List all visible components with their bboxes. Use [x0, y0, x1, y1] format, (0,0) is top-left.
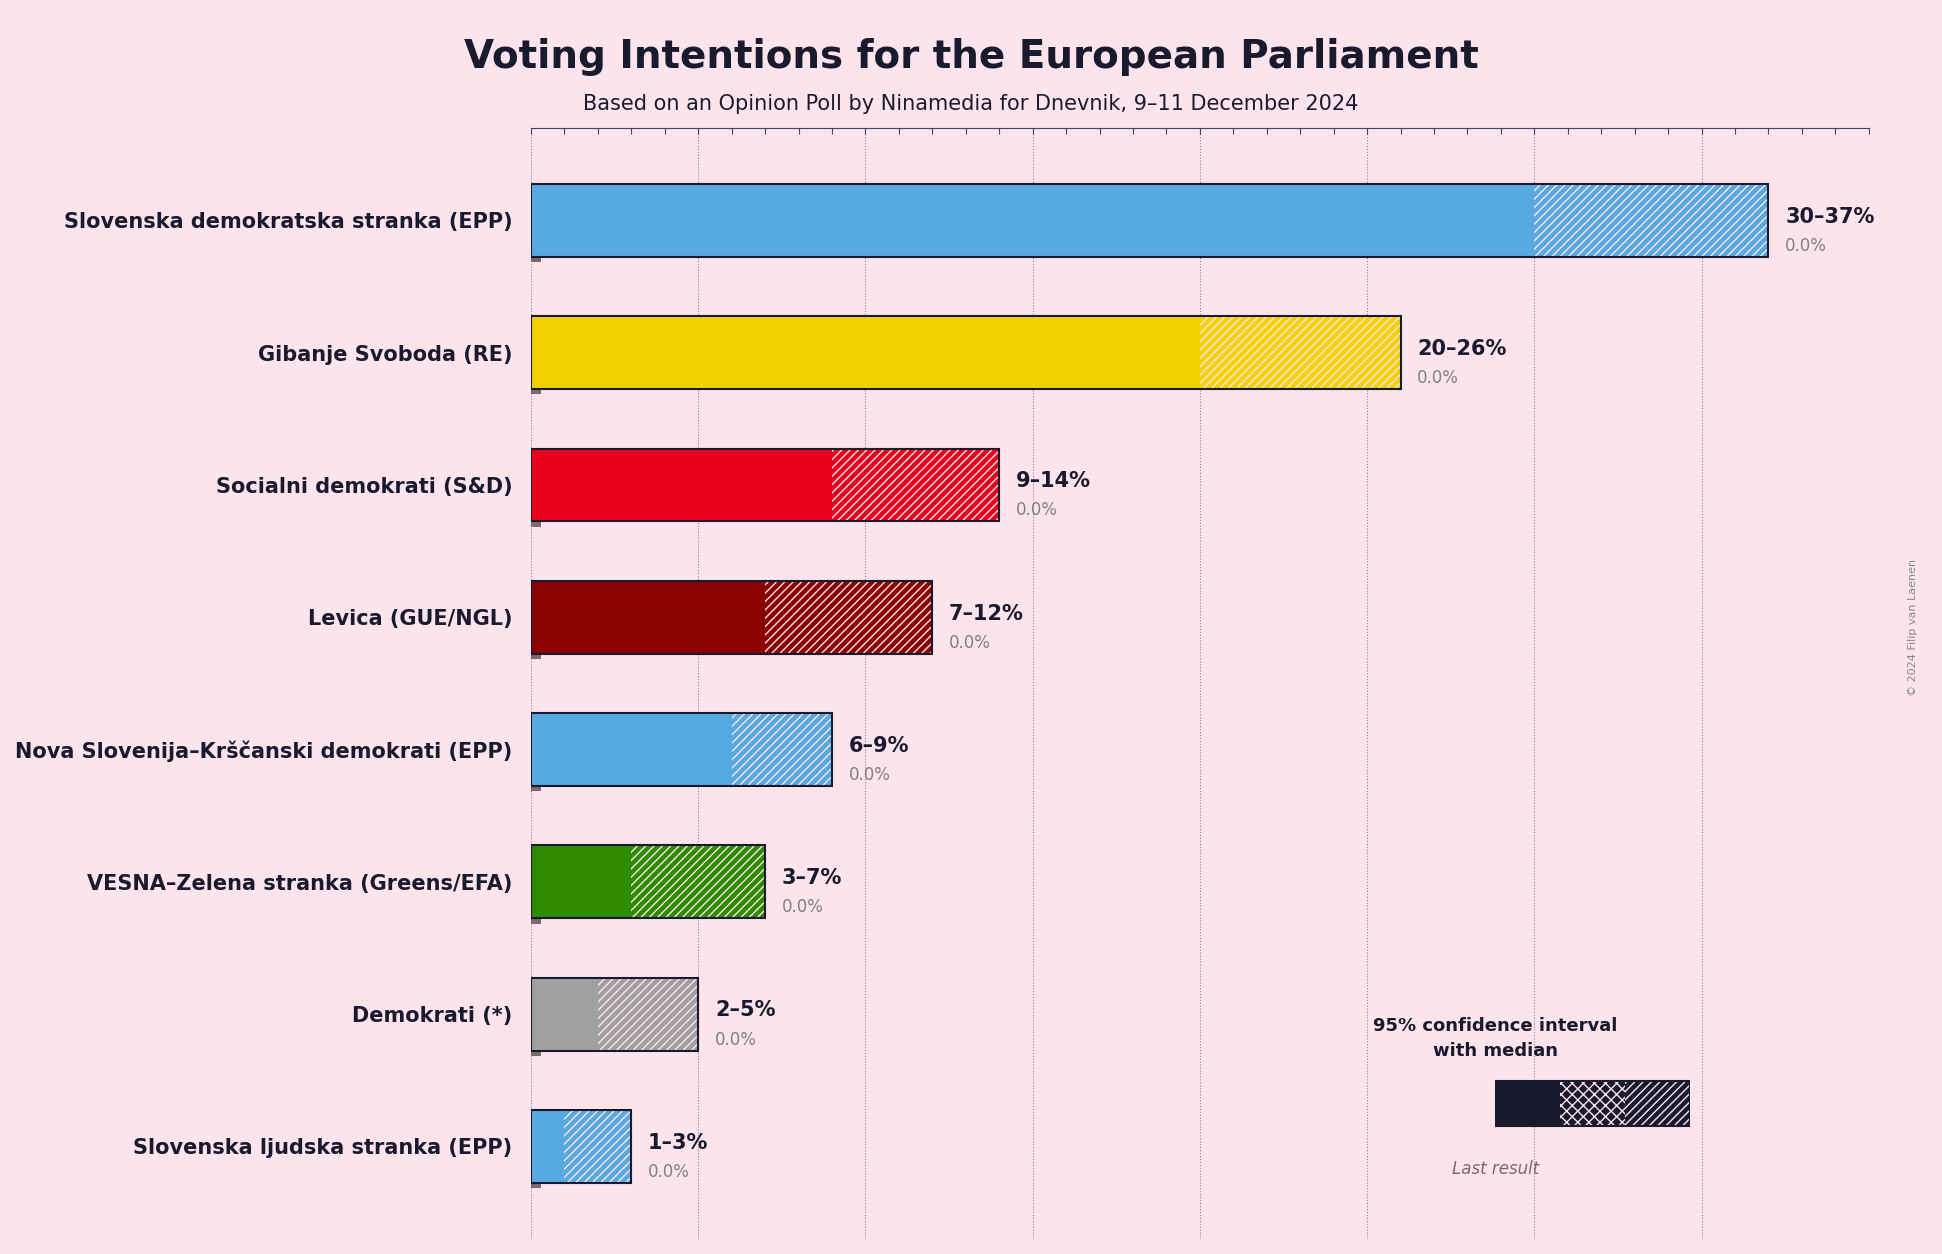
Bar [530, 257, 542, 262]
Bar [530, 522, 542, 527]
Bar [530, 449, 1000, 522]
Bar [530, 581, 932, 653]
Bar [1559, 1081, 1625, 1126]
Bar [530, 1110, 631, 1183]
Text: 1–3%: 1–3% [649, 1132, 709, 1152]
Bar [598, 978, 699, 1051]
Bar [530, 184, 1534, 257]
Bar [1495, 1081, 1559, 1126]
Text: 2–5%: 2–5% [715, 1001, 775, 1021]
Bar [530, 449, 831, 522]
Bar [565, 1110, 631, 1183]
Text: Based on an Opinion Poll by Ninamedia for Dnevnik, 9–11 December 2024: Based on an Opinion Poll by Ninamedia fo… [583, 94, 1359, 114]
Text: 0.0%: 0.0% [1785, 237, 1827, 255]
Bar [1625, 1081, 1690, 1126]
Bar [1534, 184, 1769, 257]
Text: 3–7%: 3–7% [783, 868, 843, 888]
Text: 0.0%: 0.0% [950, 633, 990, 652]
Text: 0.0%: 0.0% [1418, 369, 1458, 387]
Text: © 2024 Filip van Laenen: © 2024 Filip van Laenen [1907, 558, 1919, 696]
Text: 95% confidence interval: 95% confidence interval [1373, 1017, 1618, 1035]
Bar [530, 978, 699, 1051]
Bar [530, 786, 542, 791]
Text: 0.0%: 0.0% [849, 766, 891, 784]
Bar [530, 653, 542, 658]
Text: 0.0%: 0.0% [715, 1031, 757, 1048]
Text: Voting Intentions for the European Parliament: Voting Intentions for the European Parli… [464, 38, 1478, 75]
Bar [530, 845, 765, 918]
Text: 0.0%: 0.0% [1016, 502, 1058, 519]
Text: Last result: Last result [1453, 1160, 1538, 1178]
Bar [530, 1051, 542, 1056]
Text: 0.0%: 0.0% [649, 1162, 689, 1181]
Bar [1495, 1081, 1690, 1126]
Bar [530, 1110, 565, 1183]
Bar [530, 845, 631, 918]
Text: 20–26%: 20–26% [1418, 339, 1507, 359]
Bar [530, 581, 765, 653]
Bar [765, 581, 932, 653]
Bar [530, 316, 1200, 389]
Bar [530, 714, 831, 786]
Bar [530, 389, 542, 395]
Text: with median: with median [1433, 1042, 1557, 1060]
Bar [530, 978, 598, 1051]
Bar [1200, 316, 1400, 389]
Text: 0.0%: 0.0% [783, 898, 823, 917]
Bar [530, 1183, 542, 1188]
Bar [530, 316, 1400, 389]
Bar [530, 714, 732, 786]
Bar [732, 714, 831, 786]
Text: 7–12%: 7–12% [950, 603, 1023, 623]
Bar [831, 449, 1000, 522]
Bar [530, 918, 542, 923]
Bar [631, 845, 765, 918]
Text: 6–9%: 6–9% [849, 736, 909, 756]
Bar [530, 184, 1769, 257]
Text: 30–37%: 30–37% [1785, 207, 1874, 227]
Text: 9–14%: 9–14% [1016, 472, 1091, 492]
